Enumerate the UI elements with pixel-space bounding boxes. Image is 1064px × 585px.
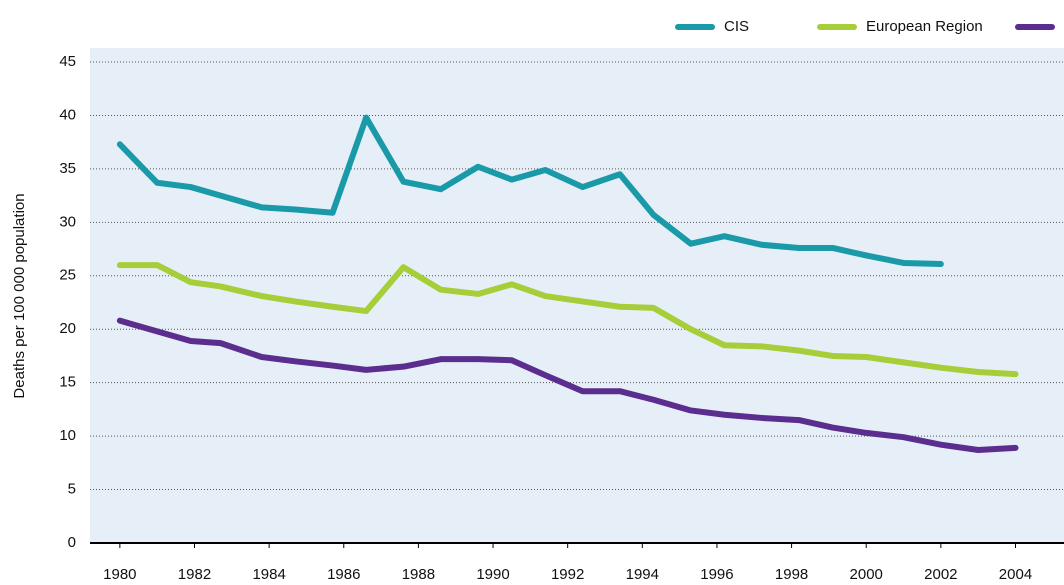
y-tick-label: 35 (59, 160, 76, 177)
y-tick-label: 30 (59, 213, 76, 230)
x-tick-label: 1980 (103, 566, 136, 583)
x-tick-label: 1988 (402, 566, 435, 583)
y-tick-label: 25 (59, 267, 76, 284)
y-axis-label: Deaths per 100 000 population (11, 193, 28, 398)
x-tick-label: 1992 (551, 566, 584, 583)
legend-label: CIS (724, 18, 749, 35)
x-tick-label: 2000 (850, 566, 883, 583)
y-tick-label: 40 (59, 106, 76, 123)
x-tick-label: 1994 (626, 566, 659, 583)
x-tick-label: 1998 (775, 566, 808, 583)
line-series (116, 317, 1019, 454)
y-tick-label: 45 (59, 53, 76, 70)
line-series (116, 262, 1019, 378)
x-tick-label: 1982 (178, 566, 211, 583)
x-tick-label: 2002 (924, 566, 957, 583)
x-tick-label: 1984 (252, 566, 285, 583)
x-tick-label: 1990 (476, 566, 509, 583)
legend-label: European Region (866, 18, 983, 35)
x-tick-label: 1986 (327, 566, 360, 583)
x-tick-label: 2004 (999, 566, 1032, 583)
y-tick-label: 0 (68, 534, 76, 551)
y-tick-label: 10 (59, 427, 76, 444)
y-tick-label: 5 (68, 481, 76, 498)
plot-background (90, 48, 1064, 543)
line-series (116, 114, 944, 268)
y-tick-label: 15 (59, 374, 76, 391)
y-tick-label: 20 (59, 320, 76, 337)
x-tick-label: 1996 (700, 566, 733, 583)
